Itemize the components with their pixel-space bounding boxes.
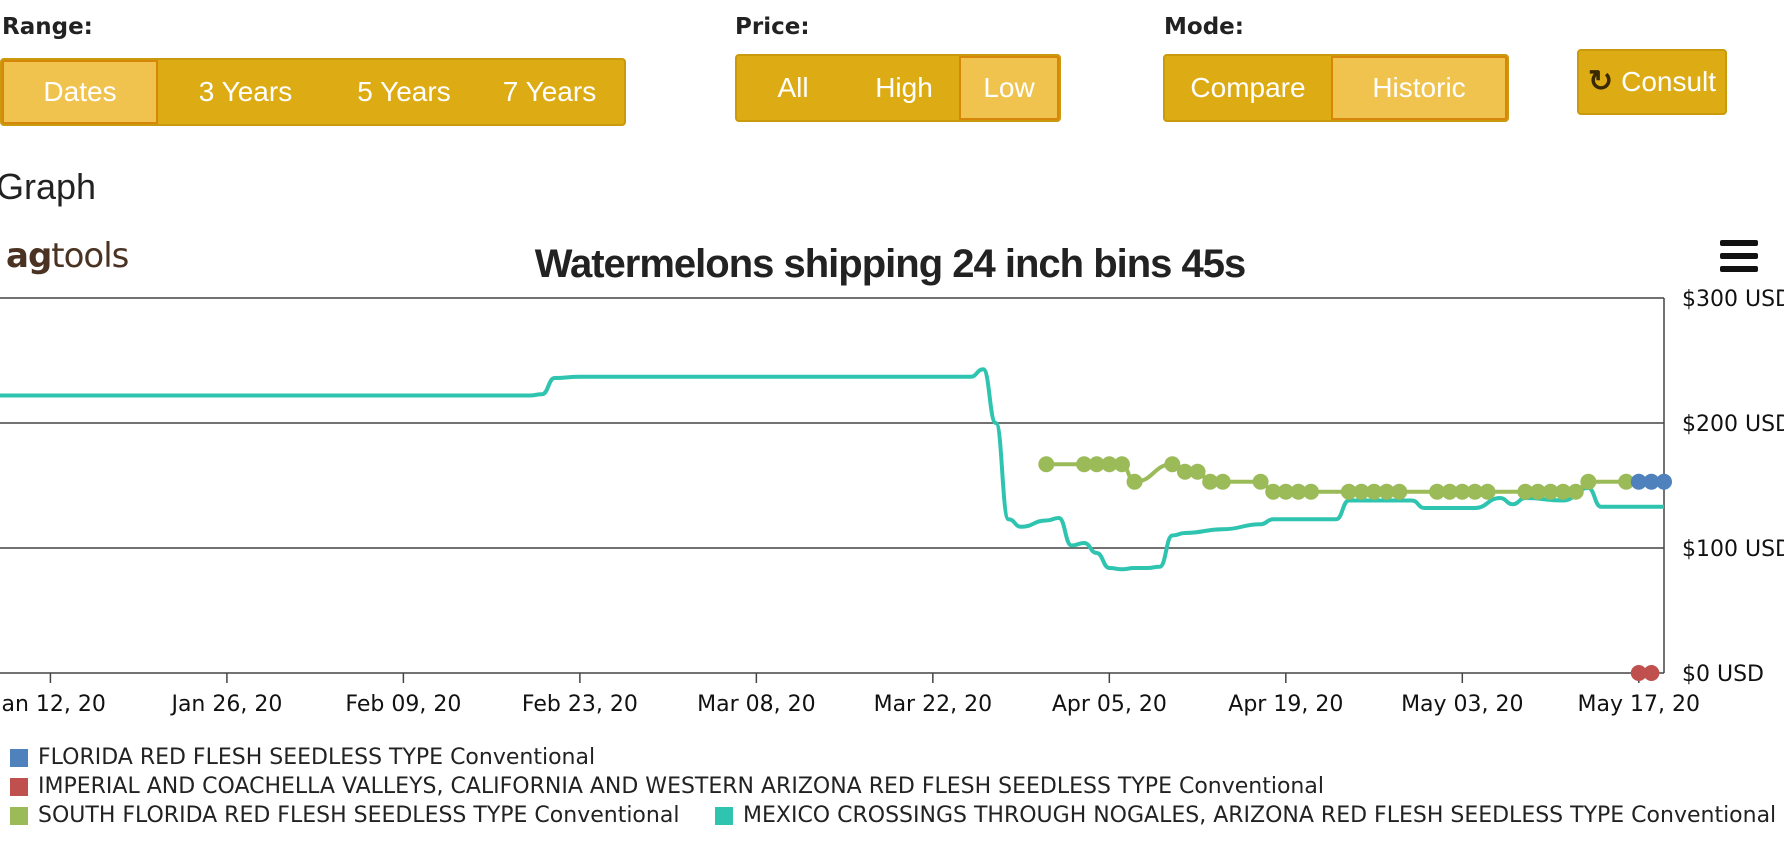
series-point-2	[1580, 473, 1597, 490]
series-point-2	[1378, 483, 1395, 500]
series-point-2	[1529, 483, 1546, 500]
legend-item-florida[interactable]: FLORIDA RED FLESH SEEDLESS TYPE Conventi…	[10, 745, 595, 770]
series-point-2	[1303, 483, 1320, 500]
mexico-swatch	[715, 806, 733, 825]
logo-bold-text: ag	[6, 236, 52, 276]
range-5-years-button[interactable]: 5 Years	[357, 76, 451, 107]
mode-compare-button[interactable]: Compare	[1190, 72, 1306, 103]
x-tick-label: Apr 05, 20	[1052, 692, 1167, 717]
series-point-2	[1567, 483, 1584, 500]
series-point-2	[1252, 473, 1269, 490]
x-tick-label: Feb 09, 20	[345, 692, 461, 717]
series-point-2	[1542, 483, 1559, 500]
logo-rest-text: tools	[51, 236, 129, 276]
legend-item-south-florida[interactable]: SOUTH FLORIDA RED FLESH SEEDLESS TYPE Co…	[10, 803, 679, 828]
series-point-2	[1340, 483, 1357, 500]
legend-label-imperial: IMPERIAL AND COACHELLA VALLEYS, CALIFORN…	[38, 774, 1324, 799]
imperial-swatch	[10, 777, 28, 796]
series-point-2	[1290, 483, 1307, 500]
x-tick-label: Jan 26, 20	[169, 692, 282, 717]
legend-label-florida: FLORIDA RED FLESH SEEDLESS TYPE Conventi…	[38, 745, 596, 770]
agtools-logo: agtools	[6, 236, 129, 276]
section-title: Graph	[0, 166, 97, 207]
y-tick-label: $100 USD	[1682, 537, 1784, 562]
series-point-2	[1454, 483, 1471, 500]
price-label: Price:	[735, 14, 810, 40]
series-point-1	[1630, 665, 1647, 681]
refresh-icon: ↻	[1587, 65, 1614, 98]
series-point-2	[1202, 473, 1219, 490]
series-point-2	[1618, 473, 1635, 490]
x-tick-label: Apr 19, 20	[1228, 692, 1343, 717]
price-all-button[interactable]: All	[777, 72, 809, 103]
range-label: Range:	[2, 14, 93, 40]
series-point-0	[1656, 473, 1672, 490]
series-point-2	[1176, 463, 1193, 480]
y-tick-label: $200 USD	[1682, 412, 1784, 437]
legend-label-mexico: MEXICO CROSSINGS THROUGH NOGALES, ARIZON…	[743, 803, 1777, 828]
legend-label-south-florida: SOUTH FLORIDA RED FLESH SEEDLESS TYPE Co…	[38, 803, 680, 828]
series-point-2	[1555, 483, 1572, 500]
series-point-2	[1353, 483, 1370, 500]
series-point-2	[1265, 483, 1282, 500]
series-point-2	[1101, 456, 1118, 473]
series-point-2	[1429, 483, 1446, 500]
series-point-2	[1366, 483, 1383, 500]
range-3-years-button[interactable]: 3 Years	[198, 76, 293, 107]
price-button-group: All High Low	[735, 54, 1061, 122]
series-point-2	[1441, 483, 1458, 500]
series-point-0	[1643, 473, 1660, 490]
x-tick-label: Mar 08, 20	[697, 692, 815, 717]
mode-historic-button[interactable]: Historic	[1331, 56, 1507, 120]
mode-label: Mode:	[1164, 14, 1244, 40]
hamburger-menu-icon[interactable]	[1720, 240, 1758, 279]
range-dates-button[interactable]: Dates	[2, 60, 158, 124]
south-florida-swatch	[10, 806, 28, 825]
series-point-2	[1126, 473, 1143, 490]
price-low-button[interactable]: Low	[959, 56, 1059, 120]
price-high-button[interactable]: High	[875, 72, 933, 103]
consult-button[interactable]: ↻ Consult	[1577, 49, 1727, 115]
series-point-2	[1214, 473, 1231, 490]
legend-item-mexico[interactable]: MEXICO CROSSINGS THROUGH NOGALES, ARIZON…	[715, 803, 1776, 828]
legend-item-imperial[interactable]: IMPERIAL AND COACHELLA VALLEYS, CALIFORN…	[10, 774, 1324, 799]
florida-swatch	[10, 748, 28, 767]
series-point-2	[1517, 483, 1534, 500]
y-tick-label: $0 USD	[1682, 662, 1764, 687]
x-tick-label: May 03, 20	[1401, 692, 1523, 717]
series-point-2	[1391, 483, 1408, 500]
consult-label: Consult	[1621, 66, 1717, 97]
series-line-3	[0, 367, 1664, 572]
series-point-2	[1277, 483, 1294, 500]
x-tick-label: May 17, 20	[1578, 692, 1700, 717]
series-point-2	[1038, 456, 1055, 473]
x-tick-label: Jan 12, 20	[0, 692, 106, 717]
series-point-2	[1466, 483, 1483, 500]
mode-button-group: Compare Historic	[1163, 54, 1509, 122]
range-button-group: Dates 3 Years 5 Years 7 Years	[0, 58, 626, 126]
series-point-2	[1076, 456, 1093, 473]
series-point-2	[1088, 456, 1105, 473]
series-point-0	[1630, 473, 1647, 490]
y-tick-label: $300 USD	[1682, 287, 1784, 312]
chart-title: Watermelons shipping 24 inch bins 45s	[535, 242, 1246, 286]
series-point-2	[1189, 463, 1206, 480]
x-tick-label: Feb 23, 20	[522, 692, 638, 717]
series-point-1	[1643, 665, 1660, 681]
x-tick-label: Mar 22, 20	[874, 692, 992, 717]
range-7-years-button[interactable]: 7 Years	[502, 76, 597, 107]
series-point-2	[1113, 456, 1130, 473]
series-point-2	[1164, 456, 1181, 473]
series-point-2	[1479, 483, 1496, 500]
